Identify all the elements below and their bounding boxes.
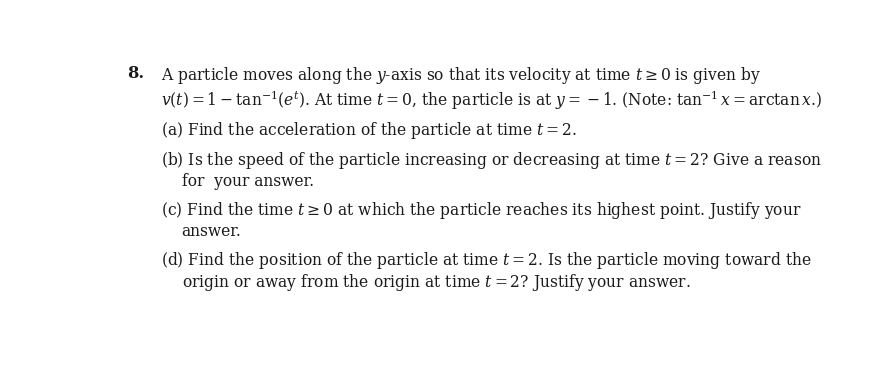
Text: (b) Is the speed of the particle increasing or decreasing at time $t = 2$? Give : (b) Is the speed of the particle increas… xyxy=(161,150,822,171)
Text: (d) Find the position of the particle at time $t = 2$. Is the particle moving to: (d) Find the position of the particle at… xyxy=(161,250,812,271)
Text: 8.: 8. xyxy=(127,65,144,82)
Text: answer.: answer. xyxy=(181,223,241,240)
Text: (c) Find the time $t \geq 0$ at which the particle reaches its highest point. Ju: (c) Find the time $t \geq 0$ at which th… xyxy=(161,200,802,221)
Text: origin or away from the origin at time $t = 2$? Justify your answer.: origin or away from the origin at time $… xyxy=(181,272,691,293)
Text: A particle moves along the $y$-axis so that its velocity at time $t \geq 0$ is g: A particle moves along the $y$-axis so t… xyxy=(161,65,761,86)
Text: for  your answer.: for your answer. xyxy=(181,173,314,190)
Text: (a) Find the acceleration of the particle at time $t = 2$.: (a) Find the acceleration of the particl… xyxy=(161,120,577,141)
Text: $v(t) = 1 - \tan^{-1}\!\left(e^{t}\right)$. At time $t = 0$, the particle is at : $v(t) = 1 - \tan^{-1}\!\left(e^{t}\right… xyxy=(161,89,822,112)
